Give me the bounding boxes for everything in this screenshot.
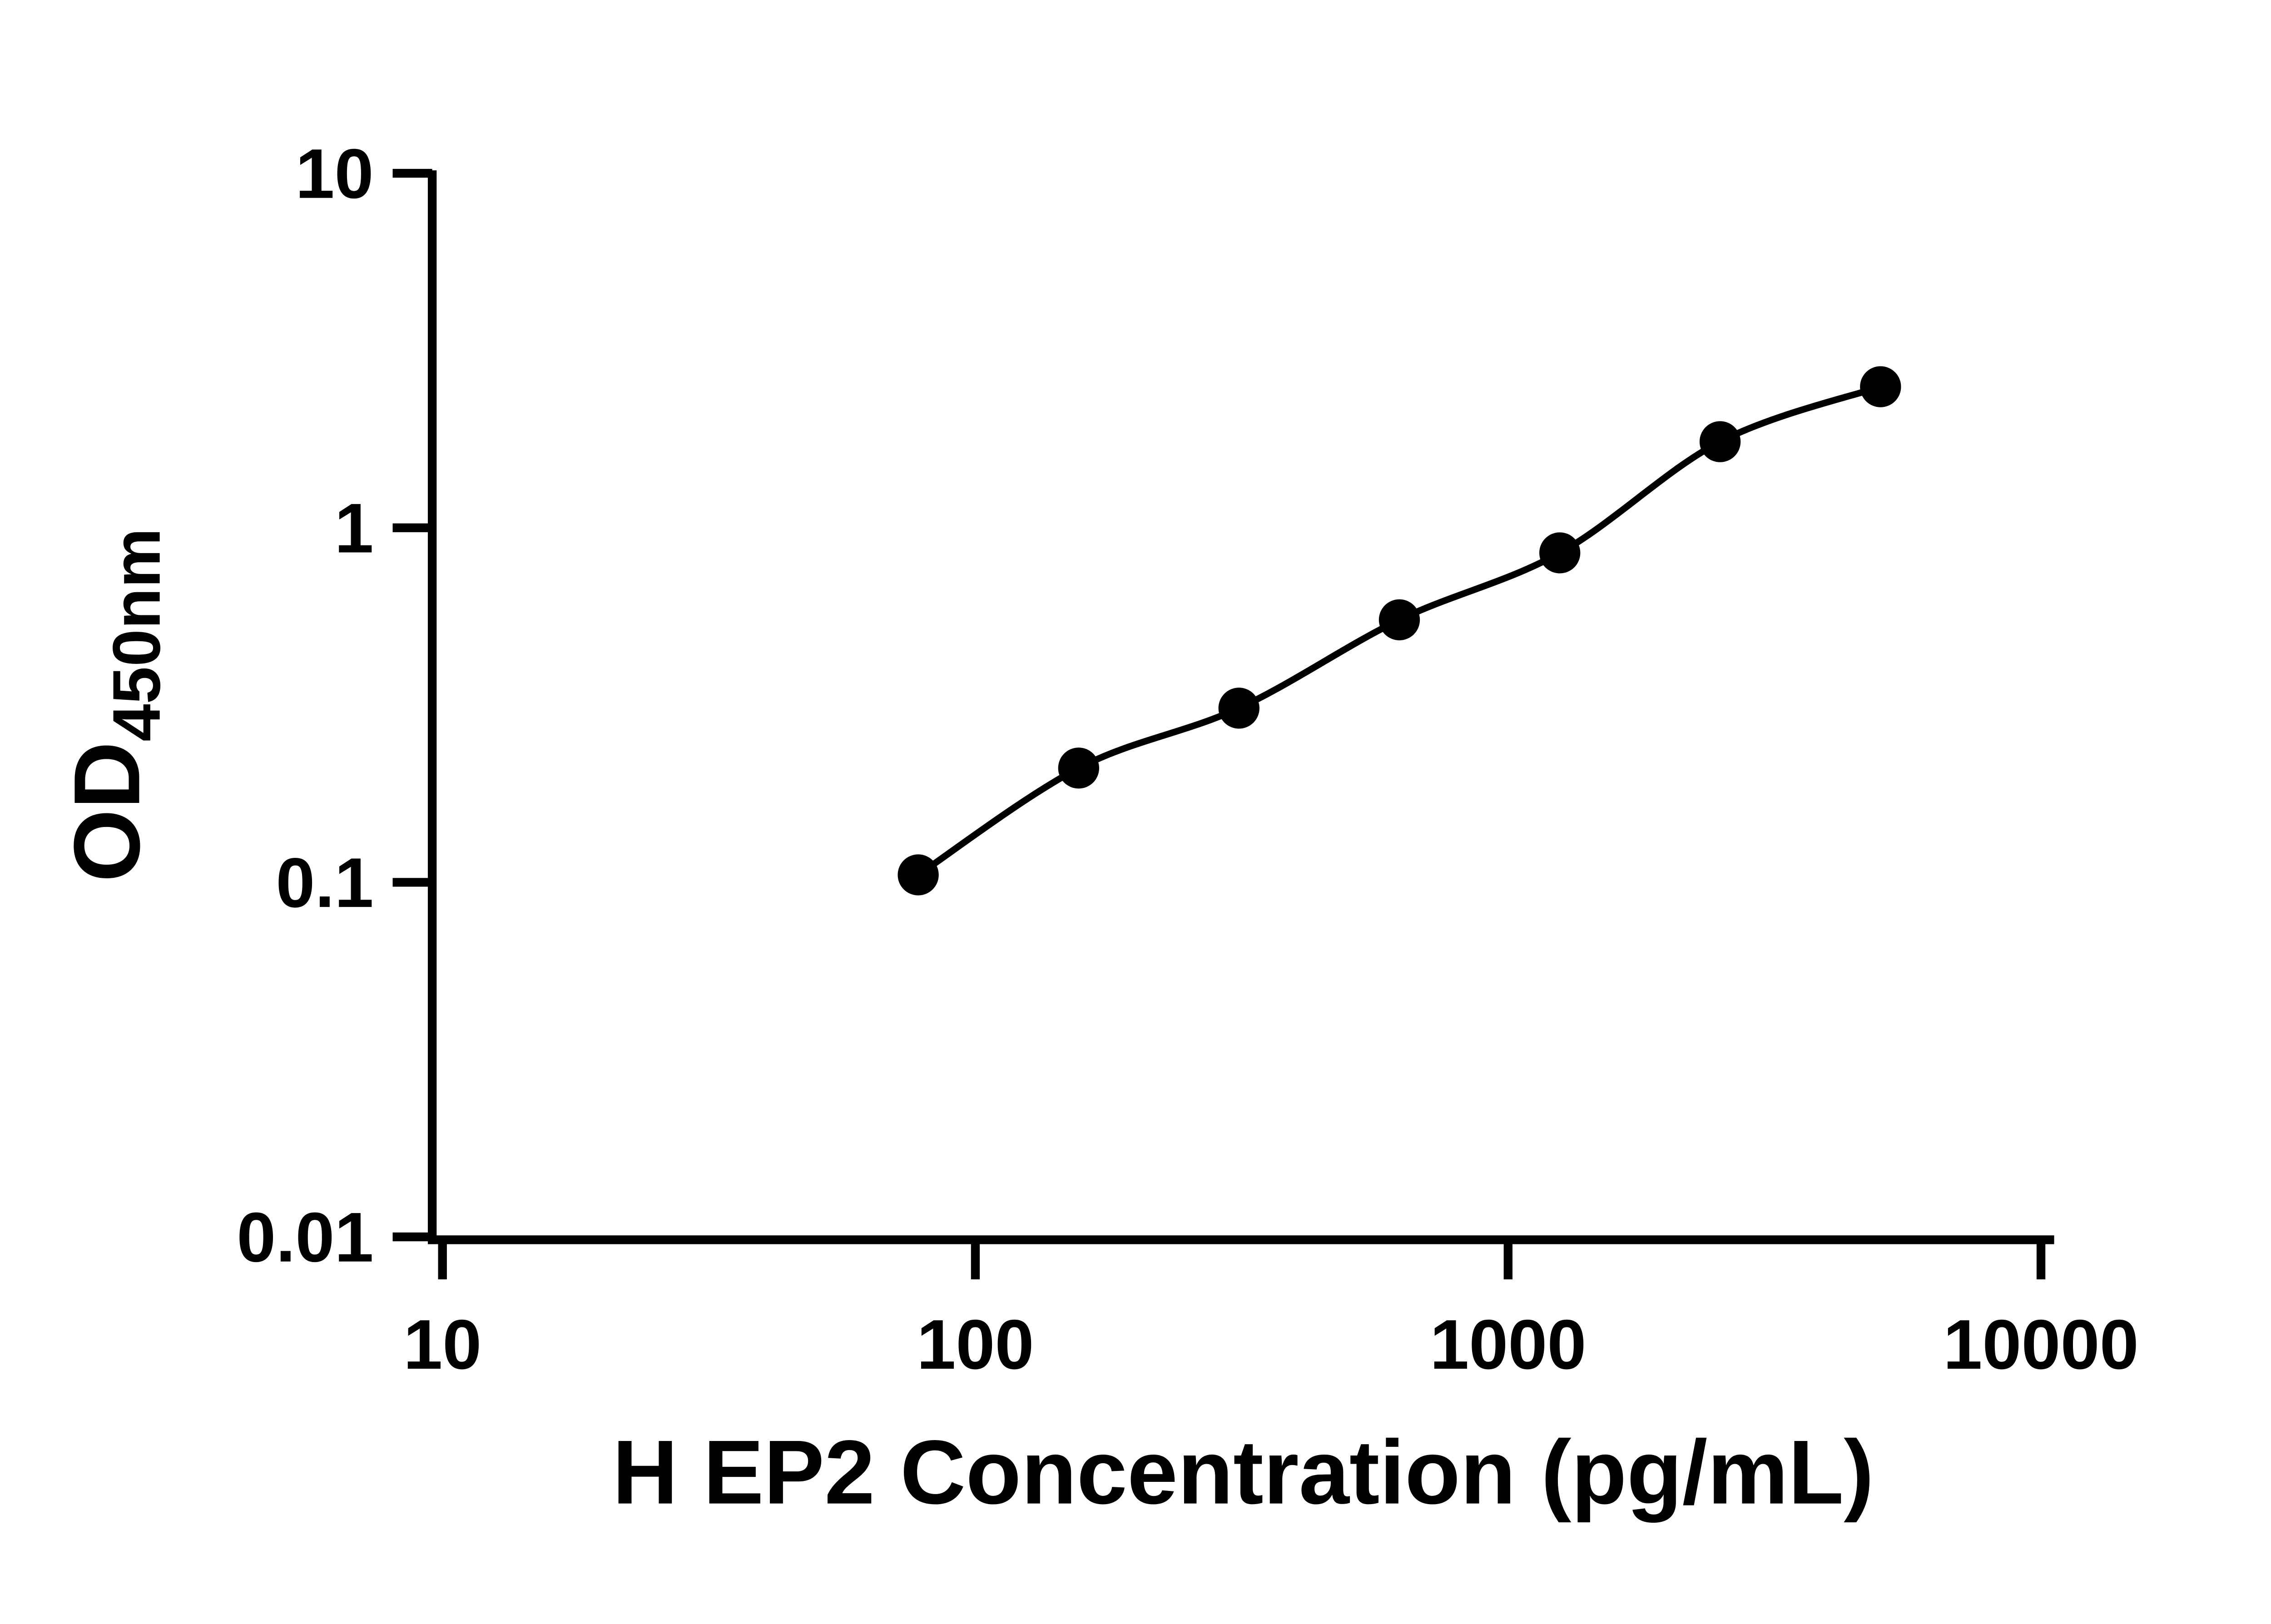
data-point [897,854,939,896]
standard-curve-chart: 0.01 0.1 1 10 10 100 1000 10000 H EP2 Concentrat… [54,134,2139,1523]
data-point [1699,421,1741,462]
x-axis: 10 100 1000 10000 [403,1239,2139,1384]
y-tick-label: 0.01 [237,1198,373,1277]
x-tick-label: 10 [403,1305,481,1384]
x-tick-label: 1000 [1430,1305,1586,1384]
y-tick-label: 10 [295,134,373,213]
data-point [1218,688,1259,729]
y-axis: 0.01 0.1 1 10 [237,134,432,1277]
x-axis-title: H EP2 Concentration (pg/mL) [612,1422,1874,1523]
data-point [1539,532,1581,574]
data-point [1378,599,1420,640]
y-tick-label: 0.1 [276,843,373,922]
data-points [897,366,1901,896]
data-point [1860,366,1901,407]
chart-figure: 0.01 0.1 1 10 10 100 1000 10000 H EP2 Concentrat… [0,27,2271,1597]
data-point [1058,748,1099,789]
x-tick-label: 100 [917,1305,1034,1384]
y-tick-label: 1 [334,489,373,567]
x-tick-label: 10000 [1943,1305,2139,1384]
y-axis-title: OD450nm [54,528,174,882]
